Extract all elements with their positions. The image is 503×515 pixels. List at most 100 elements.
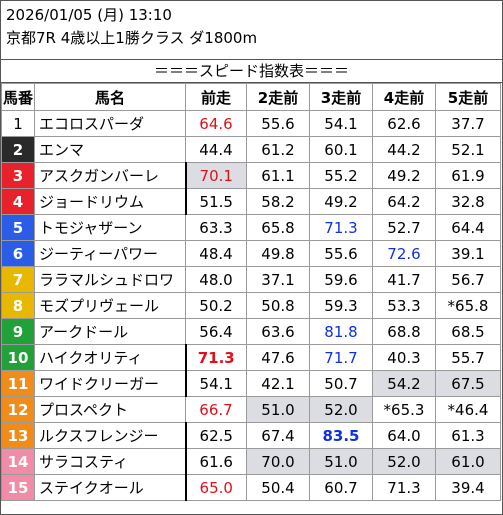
- datetime-label: 2026/01/05 (月) 13:10: [6, 6, 172, 24]
- speed-index-last-race: 48.0: [185, 266, 247, 293]
- table-row: 9 アークドール 56.4 63.6 81.8 68.8 68.5: [1, 318, 501, 345]
- horse-name-cell: エコロスパーダ: [34, 110, 186, 137]
- speed-index-3-races-ago: 49.2: [309, 188, 373, 215]
- speed-index-3-races-ago: 71.7: [309, 344, 373, 371]
- speed-index-table: 馬番 馬名 前走 2走前 3走前 4走前 5走前 1 エコロスパーダ 64.6 55.…: [1, 83, 501, 501]
- speed-index-2-races-ago: 55.6: [246, 110, 310, 137]
- speed-index-last-race: 65.0: [184, 474, 247, 501]
- speed-index-last-race: 64.6: [185, 110, 247, 137]
- horse-number-cell: 7: [1, 266, 35, 293]
- speed-index-5-races-ago: 68.5: [435, 318, 501, 345]
- speed-index-last-race: 50.2: [185, 292, 247, 319]
- speed-index-3-races-ago: 50.7: [309, 370, 373, 397]
- speed-index-4-races-ago: 44.2: [372, 136, 436, 163]
- speed-index-2-races-ago: 49.8: [246, 240, 310, 267]
- speed-index-5-races-ago: 61.3: [435, 422, 501, 449]
- horse-name-cell: ルクスフレンジー: [34, 422, 186, 449]
- speed-index-2-races-ago: 47.6: [246, 344, 310, 371]
- col-header-2-races-ago: 2走前: [246, 83, 310, 111]
- table-row: 11 ワイドクリーガー 54.1 42.1 50.7 54.2 67.5: [1, 370, 501, 397]
- table-row: 14 サラコスティ 61.6 70.0 51.0 52.0 61.0: [1, 448, 501, 475]
- speed-index-3-races-ago: 59.3: [309, 292, 373, 319]
- speed-index-2-races-ago: 51.0: [246, 396, 310, 423]
- speed-index-4-races-ago: 62.6: [372, 110, 436, 137]
- speed-index-5-races-ago: 39.4: [435, 474, 501, 501]
- speed-index-3-races-ago: 52.0: [309, 396, 373, 423]
- speed-index-2-races-ago: 58.2: [246, 188, 310, 215]
- speed-index-4-races-ago: 72.6: [372, 240, 436, 267]
- speed-index-last-race: 54.1: [184, 370, 247, 397]
- speed-index-last-race: 70.1: [184, 162, 247, 189]
- speed-index-5-races-ago: 55.7: [435, 344, 501, 371]
- speed-index-4-races-ago: 64.2: [372, 188, 436, 215]
- horse-number-cell: 1: [1, 110, 35, 137]
- speed-index-last-race: 63.3: [185, 214, 247, 241]
- speed-index-4-races-ago: 53.3: [372, 292, 436, 319]
- table-row: 3 アスクガンバーレ 70.1 61.1 55.2 49.2 61.9: [1, 162, 501, 189]
- speed-index-2-races-ago: 65.8: [246, 214, 310, 241]
- race-title: 京都7R 4歳以上1勝クラス ダ1800m: [6, 29, 258, 47]
- table-row: 2 エンマ 44.4 61.2 60.1 44.2 52.1: [1, 136, 501, 163]
- speed-index-4-races-ago: *65.3: [372, 396, 436, 423]
- col-header-last-race: 前走: [185, 83, 247, 111]
- speed-index-2-races-ago: 50.4: [246, 474, 310, 501]
- speed-index-4-races-ago: 40.3: [372, 344, 436, 371]
- speed-index-3-races-ago: 83.5: [309, 422, 373, 449]
- speed-index-last-race: 56.4: [185, 318, 247, 345]
- speed-index-last-race: 66.7: [185, 396, 247, 423]
- horse-name-cell: モズプリヴェール: [34, 292, 186, 319]
- col-header-horse-name: 馬名: [34, 83, 186, 111]
- speed-index-5-races-ago: 39.1: [435, 240, 501, 267]
- speed-index-3-races-ago: 60.1: [309, 136, 373, 163]
- horse-name-cell: エンマ: [34, 136, 186, 163]
- horse-name-cell: サラコスティ: [34, 448, 186, 475]
- speed-index-3-races-ago: 60.7: [309, 474, 373, 501]
- speed-index-2-races-ago: 67.4: [246, 422, 310, 449]
- horse-number-cell: 6: [1, 240, 35, 267]
- table-row: 10 ハイクオリティ 71.3 47.6 71.7 40.3 55.7: [1, 344, 501, 371]
- speed-index-5-races-ago: 37.7: [435, 110, 501, 137]
- speed-index-3-races-ago: 81.8: [309, 318, 373, 345]
- col-header-5-races-ago: 5走前: [435, 83, 501, 111]
- speed-index-2-races-ago: 37.1: [246, 266, 310, 293]
- col-header-4-races-ago: 4走前: [372, 83, 436, 111]
- table-header-row: 馬番 馬名 前走 2走前 3走前 4走前 5走前: [1, 83, 501, 111]
- speed-index-last-race: 44.4: [185, 136, 247, 163]
- speed-index-4-races-ago: 71.3: [372, 474, 436, 501]
- horse-name-cell: ワイドクリーガー: [34, 370, 186, 397]
- table-row: 8 モズプリヴェール 50.2 50.8 59.3 53.3 *65.8: [1, 292, 501, 319]
- table-row: 13 ルクスフレンジー 62.5 67.4 83.5 64.0 61.3: [1, 422, 501, 449]
- speed-index-3-races-ago: 55.2: [309, 162, 373, 189]
- speed-index-4-races-ago: 52.7: [372, 214, 436, 241]
- speed-index-3-races-ago: 55.6: [309, 240, 373, 267]
- horse-number-cell: 5: [1, 214, 35, 241]
- horse-name-cell: アスクガンバーレ: [34, 162, 186, 189]
- speed-index-last-race: 61.6: [184, 448, 247, 475]
- speed-index-3-races-ago: 71.3: [309, 214, 373, 241]
- table-row: 4 ジョードリウム 51.5 58.2 49.2 64.2 32.8: [1, 188, 501, 215]
- horse-number-cell: 2: [1, 136, 35, 163]
- horse-name-cell: ジョードリウム: [34, 188, 186, 215]
- speed-index-4-races-ago: 68.8: [372, 318, 436, 345]
- speed-index-5-races-ago: *65.8: [435, 292, 501, 319]
- speed-index-2-races-ago: 50.8: [246, 292, 310, 319]
- table-row: 6 ジーティーパワー 48.4 49.8 55.6 72.6 39.1: [1, 240, 501, 267]
- horse-name-cell: プロスペクト: [34, 396, 186, 423]
- speed-index-last-race: 62.5: [184, 422, 247, 449]
- speed-index-2-races-ago: 61.1: [246, 162, 310, 189]
- horse-number-cell: 12: [1, 396, 35, 423]
- horse-number-cell: 14: [1, 448, 35, 475]
- horse-number-cell: 11: [1, 370, 35, 397]
- horse-number-cell: 13: [1, 422, 35, 449]
- horse-number-cell: 3: [1, 162, 35, 189]
- speed-index-3-races-ago: 51.0: [309, 448, 373, 475]
- table-row: 1 エコロスパーダ 64.6 55.6 54.1 62.6 37.7: [1, 110, 501, 137]
- speed-index-5-races-ago: 61.0: [435, 448, 501, 475]
- table-row: 15 ステイクオール 65.0 50.4 60.7 71.3 39.4: [1, 474, 501, 501]
- speed-index-5-races-ago: 52.1: [435, 136, 501, 163]
- col-header-number: 馬番: [1, 83, 35, 111]
- horse-number-cell: 15: [1, 474, 35, 501]
- speed-index-4-races-ago: 52.0: [372, 448, 436, 475]
- speed-index-4-races-ago: 41.7: [372, 266, 436, 293]
- speed-index-5-races-ago: 64.4: [435, 214, 501, 241]
